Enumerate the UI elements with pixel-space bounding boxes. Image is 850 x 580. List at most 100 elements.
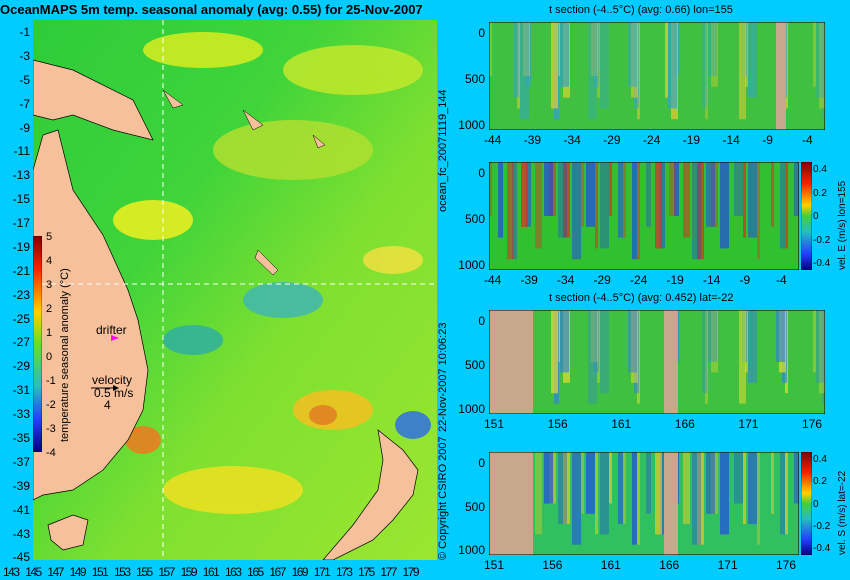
velocity-value: 0.5 m/s: [94, 386, 134, 400]
map-colorbar-tick: 1: [46, 327, 53, 339]
longitude-tick: 149: [69, 565, 87, 579]
section-x-tick: -44: [484, 133, 502, 147]
latitude-tick: -25: [12, 311, 30, 326]
section-x-tick: -24: [643, 133, 661, 147]
section-x-tick: -4: [802, 133, 813, 147]
section-x-tick: -34: [557, 273, 575, 287]
latitude-tick: -45: [12, 550, 30, 565]
latitude-tick: -35: [12, 431, 30, 446]
velocity-colorbar-tick: 0: [813, 498, 819, 510]
longitude-tick: 155: [136, 565, 153, 579]
latitude-tick: -37: [12, 454, 30, 469]
longitude-tick: 157: [158, 565, 175, 579]
longitude-tick: 167: [269, 565, 286, 579]
latitude-tick: -27: [12, 335, 30, 350]
longitude-tick: 151: [91, 565, 109, 579]
depth-tick: 500: [464, 212, 485, 226]
longitude-tick: 179: [402, 565, 420, 579]
depth-tick: 1000: [458, 258, 485, 272]
section-x-tick: 156: [542, 558, 563, 572]
section-title: t section (-4..5°C) (avg: 0.66) lon=155: [549, 4, 733, 16]
section-x-tick: -14: [703, 273, 721, 287]
map-title: OceanMAPS 5m temp. seasonal anomaly (avg…: [0, 2, 423, 17]
latitude-tick: -7: [19, 96, 30, 111]
section-x-tick: 161: [611, 417, 632, 431]
depth-tick: 500: [464, 499, 485, 514]
section-x-tick: 151: [484, 417, 505, 431]
section-plot: [489, 22, 825, 130]
map-colorbar-tick: -3: [46, 423, 56, 435]
longitude-tick: 145: [25, 565, 42, 579]
section-x-tick: -19: [666, 273, 684, 287]
depth-tick: 500: [464, 72, 485, 86]
velocity-colorbar-tick: -0.2: [813, 520, 831, 532]
depth-tick: 0: [478, 26, 485, 40]
latitude-tick: -39: [12, 478, 30, 493]
velocity-colorbar-tick: -0.2: [813, 234, 831, 246]
map-colorbar-label: temperature seasonal anomaly (°C): [59, 268, 71, 442]
depth-tick: 1000: [458, 543, 485, 557]
map-colorbar-tick: 5: [46, 231, 53, 243]
drifter-marker: [111, 335, 119, 341]
map-colorbar-tick: 4: [46, 255, 53, 267]
longitude-tick: 171: [313, 565, 331, 579]
depth-tick: 0: [478, 456, 485, 470]
section-title: t section (-4..5°C) (avg: 0.452) lat=-22: [549, 292, 734, 304]
anomaly-map: [33, 20, 437, 560]
latitude-tick: -33: [12, 407, 30, 422]
section-x-tick: -29: [603, 133, 621, 147]
longitude-tick: 163: [224, 565, 242, 579]
velocity-scale: 4: [104, 398, 111, 412]
latitude-tick: -21: [12, 263, 30, 278]
depth-tick: 0: [478, 166, 485, 180]
section-x-tick: 156: [547, 417, 568, 431]
velocity-colorbar-tick: 0: [813, 211, 819, 222]
section-plot: [489, 452, 799, 555]
velocity-label: velocity: [92, 373, 133, 387]
section-x-tick: 171: [717, 558, 738, 572]
section-x-tick: -24: [630, 273, 648, 287]
copyright-label: © Copyright CSIRO 2007: [437, 436, 449, 560]
velocity-colorbar: [801, 452, 812, 555]
depth-tick: 1000: [458, 402, 485, 416]
longitude-tick: 161: [202, 565, 220, 579]
longitude-tick: 173: [335, 565, 353, 579]
velocity-colorbar: [801, 162, 812, 270]
latitude-tick: -17: [12, 216, 30, 231]
velocity-colorbar-tick: 0.4: [813, 164, 827, 175]
section-plot: [489, 310, 825, 414]
longitude-tick: 147: [47, 565, 64, 579]
latitude-tick: -29: [12, 359, 30, 374]
section-x-tick: -29: [593, 273, 611, 287]
section-x-tick: -4: [776, 273, 787, 287]
section-x-tick: -9: [762, 133, 773, 147]
section-x-tick: 176: [802, 417, 823, 431]
latitude-tick: -43: [12, 526, 30, 541]
velocity-colorbar-tick: -0.4: [813, 543, 831, 554]
latitude-tick: -9: [19, 120, 30, 135]
forecast-label: ocean_fc_20071119_144: [437, 89, 449, 212]
section-x-tick: 151: [484, 558, 505, 572]
velocity-colorbar-tick: 0.4: [813, 454, 827, 465]
depth-tick: 1000: [458, 118, 485, 132]
section-x-tick: -39: [523, 133, 542, 147]
depth-tick: 0: [478, 314, 485, 328]
longitude-tick: 153: [113, 565, 131, 579]
section-x-tick: -19: [682, 133, 701, 147]
velocity-colorbar-label: vel. E (m/s) lon=155: [837, 180, 848, 270]
section-x-tick: -14: [722, 133, 740, 147]
section-x-tick: 161: [600, 558, 621, 572]
section-x-tick: -34: [563, 133, 581, 147]
section-x-tick: 176: [776, 558, 797, 572]
section-x-tick: -39: [520, 273, 538, 287]
map-colorbar-tick: -2: [46, 399, 56, 411]
date-label: 22-Nov-2007 10:06:23: [437, 322, 449, 432]
longitude-tick: 165: [247, 565, 264, 579]
drifter-label: drifter: [96, 323, 127, 337]
latitude-tick: -15: [12, 192, 30, 207]
longitude-tick: 169: [291, 565, 309, 579]
section-x-tick: -9: [739, 273, 751, 287]
velocity-colorbar-label: vel. S (m/s) lat=-22: [837, 470, 848, 555]
longitude-tick: 159: [180, 565, 198, 579]
longitude-tick: 177: [380, 565, 397, 579]
